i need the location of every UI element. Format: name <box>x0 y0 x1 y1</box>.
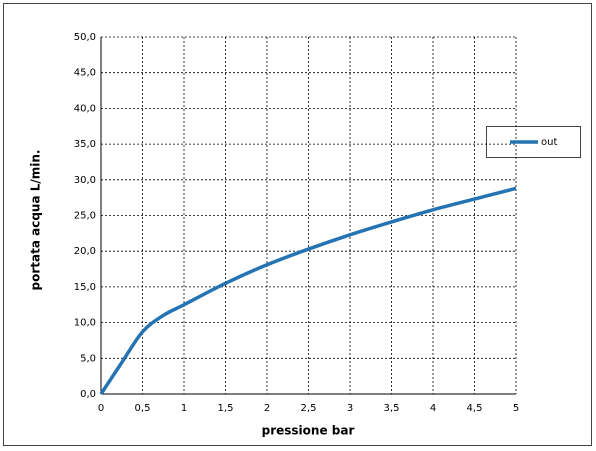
y-tick-label: 30,0 <box>74 175 96 186</box>
y-tick-label: 20,0 <box>74 246 96 257</box>
x-tick-label: 3,5 <box>384 403 400 414</box>
line <box>99 186 517 395</box>
y-tick-label: 15,0 <box>74 282 96 293</box>
x-tick-label: 4,5 <box>467 403 483 414</box>
x-tick-label: 1 <box>181 403 187 414</box>
legend-label: out <box>541 137 557 148</box>
y-tick-label: 35,0 <box>74 139 96 150</box>
y-tick-label: 50,0 <box>74 32 96 43</box>
y-tick-label: 45,0 <box>74 68 96 79</box>
x-tick-label: 0,5 <box>135 403 151 414</box>
x-tick-label: 0 <box>98 403 104 414</box>
y-axis-label: portata acqua L/min. <box>29 150 43 291</box>
y-tick-label: 40,0 <box>74 103 96 114</box>
y-tick-label: 5,0 <box>80 353 96 364</box>
x-tick-label: 3 <box>347 403 353 414</box>
y-tick-label: 10,0 <box>74 318 96 329</box>
x-axis-label: pressione bar <box>262 424 355 438</box>
y-tick-label: 25,0 <box>74 211 96 222</box>
x-tick-label: 5 <box>513 403 519 414</box>
x-tick-label: 4 <box>430 403 436 414</box>
x-tick-label: 1,5 <box>218 403 234 414</box>
x-tick-label: 2 <box>264 403 270 414</box>
x-tick-label: 2,5 <box>301 403 317 414</box>
y-tick-label: 0,0 <box>80 389 96 400</box>
